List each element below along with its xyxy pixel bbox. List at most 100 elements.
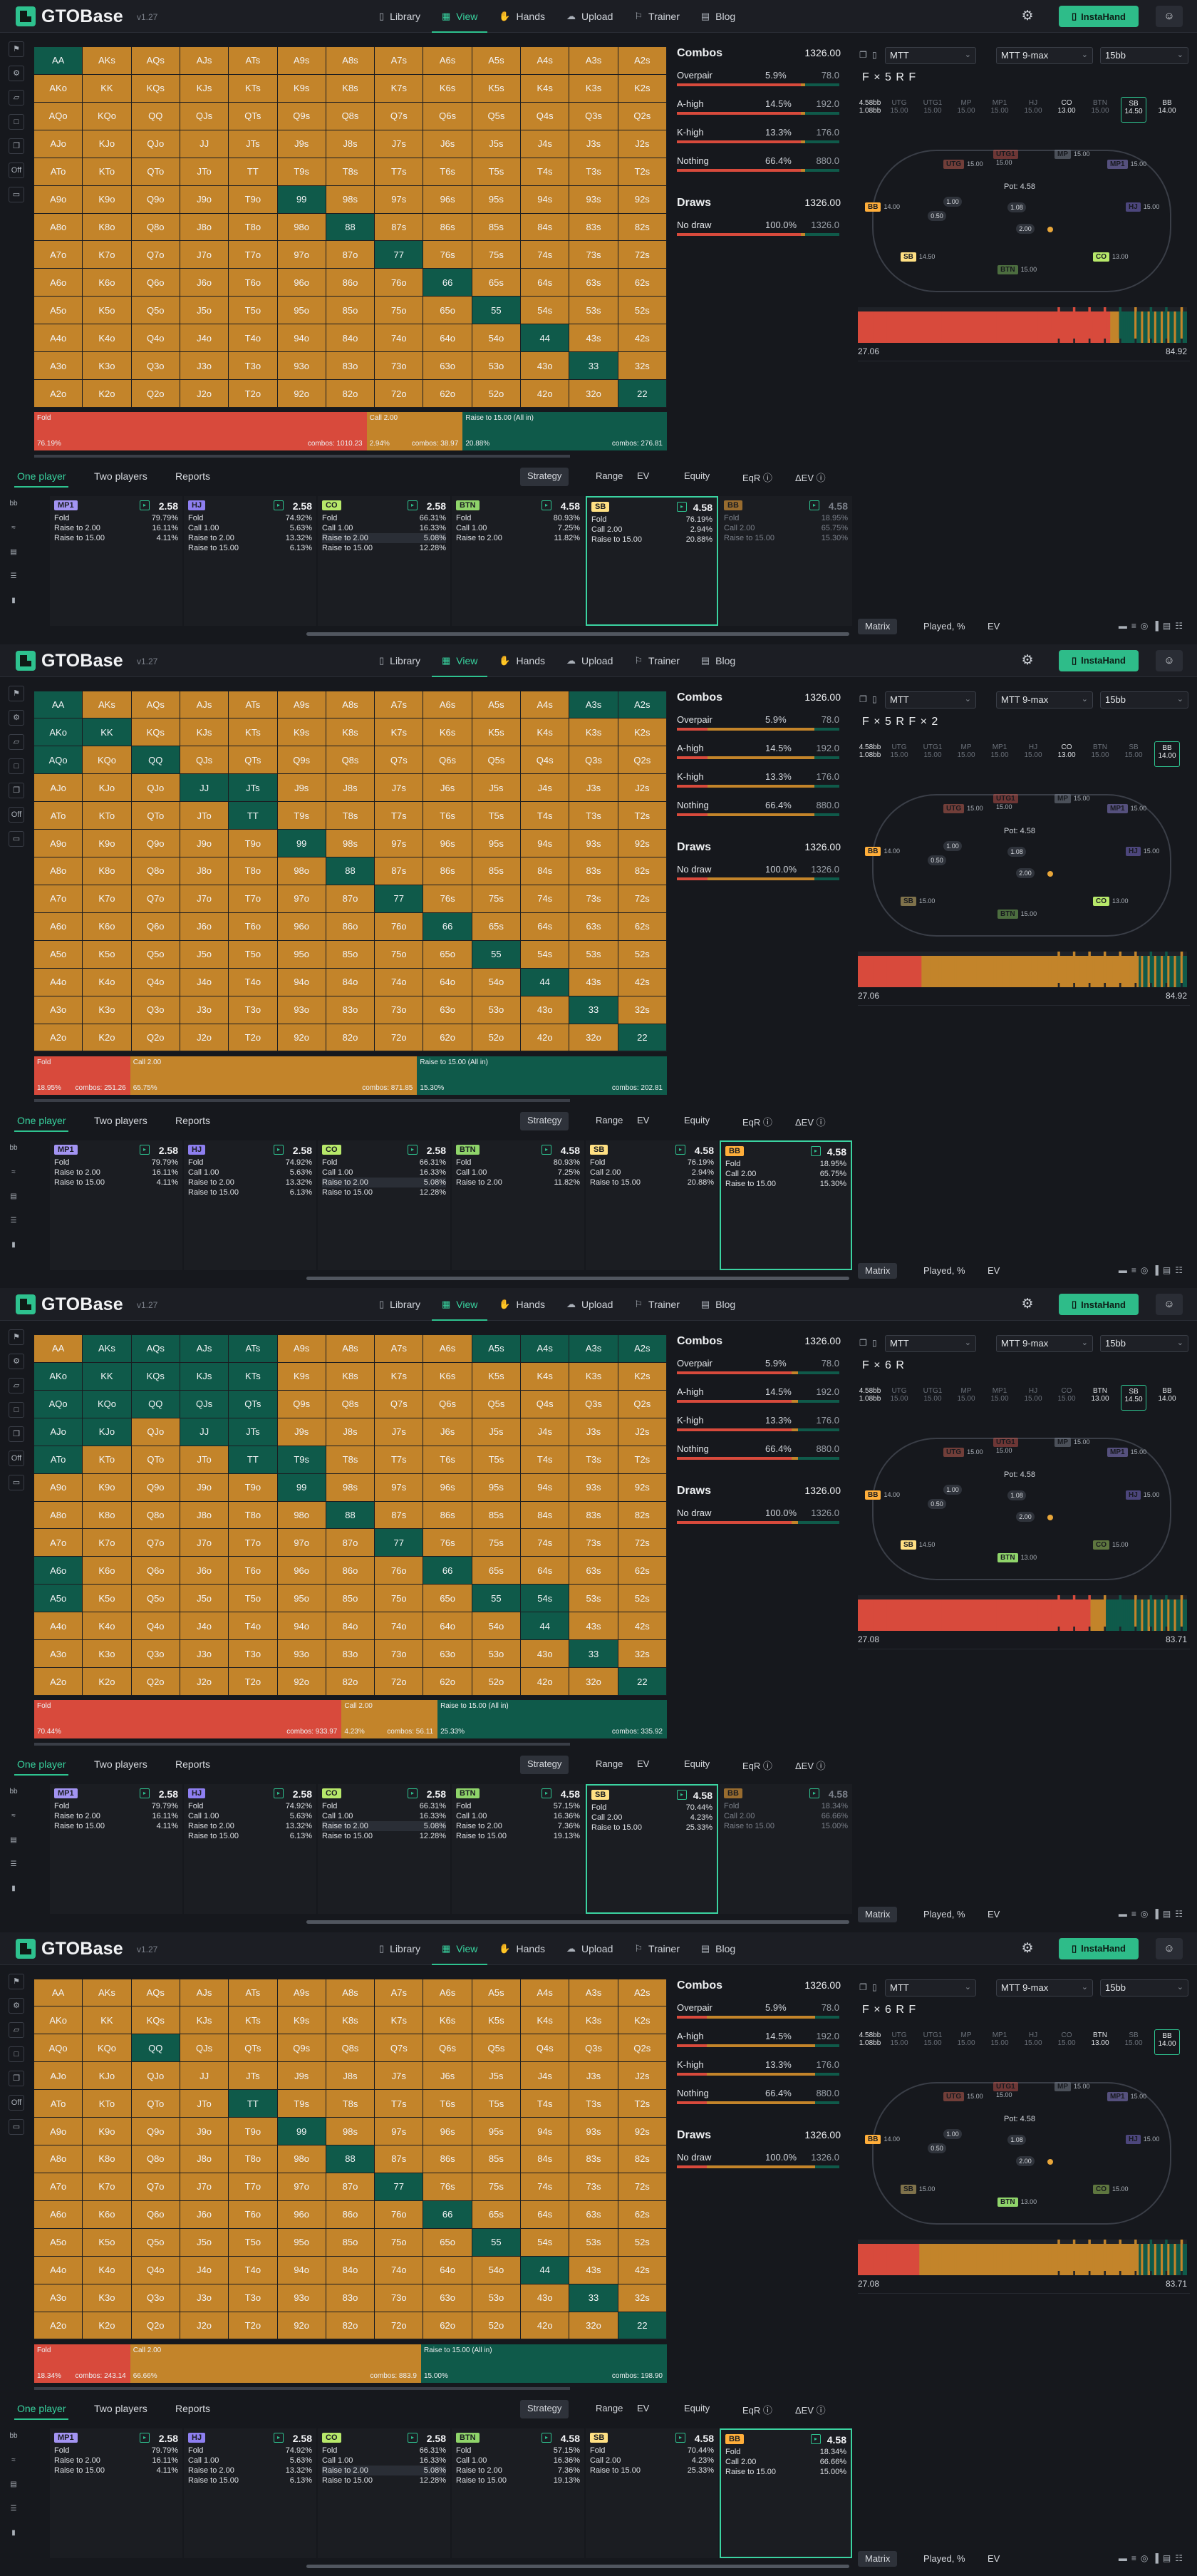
hand-cell[interactable]: 97s (375, 185, 424, 214)
hand-cell[interactable]: Q8o (131, 213, 180, 242)
action-row[interactable]: Raise to 2.00 13.32% (188, 2466, 312, 2475)
hand-cell[interactable]: A7o (34, 2173, 83, 2201)
menu-icon[interactable]: ☰ (10, 1860, 17, 1868)
hand-cell[interactable]: AKo (34, 74, 83, 103)
hand-cell[interactable]: KJs (180, 718, 229, 747)
hand-cell[interactable]: K8o (83, 213, 132, 242)
hand-cell[interactable]: K7o (83, 1529, 132, 1557)
legend-scroll-track[interactable] (34, 1743, 570, 1746)
hand-cell[interactable]: AQs (131, 1979, 180, 2007)
hand-cell[interactable]: 42o (521, 2312, 570, 2340)
hand-cell[interactable]: 32o (569, 1024, 618, 1052)
draw-row[interactable]: No draw 100.0% 1326.0 (677, 1505, 841, 1533)
hand-cell[interactable]: 93o (277, 996, 326, 1024)
hand-cell[interactable]: AA (34, 1979, 83, 2007)
expand-icon[interactable]: ▸ (542, 1144, 551, 1155)
nav-item-trainer[interactable]: ⚐ Trainer (634, 644, 679, 677)
hand-cell[interactable]: ATs (229, 1335, 278, 1363)
hand-cell[interactable]: Q4s (521, 746, 570, 775)
nav-item-hands[interactable]: ✋ Hands (499, 0, 545, 33)
hand-cell[interactable]: Q6o (131, 1557, 180, 1585)
action-row[interactable]: Raise to 15.00 6.13% (188, 1187, 312, 1197)
expand-icon[interactable]: ▸ (274, 500, 284, 510)
seat-btn[interactable]: BTN 15.00 (998, 265, 1039, 285)
hand-cell[interactable]: AA (34, 47, 83, 75)
hand-cell[interactable]: K8s (326, 1362, 375, 1391)
hand-cell[interactable]: QJo (131, 774, 180, 803)
hand-cell[interactable]: J8s (326, 1418, 375, 1446)
seat-sb[interactable]: SB 14.50 (901, 252, 942, 272)
hand-cell[interactable]: 95o (277, 940, 326, 969)
hand-cell[interactable]: 84o (326, 2256, 375, 2284)
seat-hj[interactable]: HJ 15.00 (1126, 202, 1167, 222)
action-row[interactable]: Raise to 15.00 15.00% (724, 1821, 848, 1831)
tab-one-player[interactable]: One player (14, 1114, 70, 1132)
hand-cell[interactable]: T6o (229, 2200, 278, 2229)
horizontal-scrollbar[interactable] (306, 1920, 849, 1924)
hand-cell[interactable]: AJs (180, 1335, 229, 1363)
hand-cell[interactable]: A4o (34, 1612, 83, 1641)
hand-cell[interactable]: A3o (34, 352, 83, 381)
nav-item-view[interactable]: ▦ View (431, 1288, 488, 1321)
hand-cell[interactable]: T4s (521, 158, 570, 186)
settings-icon[interactable]: ⚙ (9, 1997, 24, 2014)
hand-cell[interactable]: A6s (423, 691, 472, 719)
hand-cell[interactable]: 92o (277, 2312, 326, 2340)
view-icons[interactable]: ▬≡◎▐▤☷ (1118, 1264, 1187, 1275)
nav-item-upload[interactable]: ☁ Upload (566, 1932, 613, 1965)
hand-cell[interactable]: J4s (521, 774, 570, 803)
stack-select[interactable]: 15bb ⌄ (1100, 1979, 1188, 1997)
hand-cell[interactable]: 53s (569, 940, 618, 969)
mode-ev[interactable]: ΔEV ⓘ (795, 1116, 826, 1128)
hand-cell[interactable]: A2o (34, 380, 83, 408)
action-row[interactable]: Raise to 15.00 19.13% (456, 2475, 580, 2485)
hand-cell[interactable]: K9s (277, 718, 326, 747)
hand-cell[interactable]: T5s (472, 1446, 522, 1474)
hand-cell[interactable]: T4o (229, 324, 278, 353)
hand-cell[interactable]: Q4s (521, 1390, 570, 1418)
expand-icon[interactable]: ▸ (140, 500, 150, 510)
hand-cell[interactable]: KTs (229, 2006, 278, 2035)
hand-cell[interactable]: AKs (83, 691, 132, 719)
hand-cell[interactable]: K4s (521, 1362, 570, 1391)
hand-cell[interactable]: 86o (326, 1557, 375, 1585)
table-select[interactable]: MTT 9-max ⌄ (996, 691, 1093, 709)
action-row[interactable]: Fold 79.79% (54, 1158, 178, 1168)
hand-cell[interactable]: KTo (83, 1446, 132, 1474)
hand-cell[interactable]: QJs (180, 102, 229, 130)
hand-cell[interactable]: Q5o (131, 1585, 180, 1613)
hand-cell[interactable]: AJo (34, 1418, 83, 1446)
hand-cell[interactable]: A5s (472, 1979, 522, 2007)
hand-cell[interactable]: A6s (423, 1335, 472, 1363)
hand-cell[interactable]: Q9s (277, 746, 326, 775)
action-row[interactable]: Fold 70.44% (590, 2446, 714, 2456)
hand-cell[interactable]: 88 (326, 213, 375, 242)
mode-strategy[interactable]: Strategy (520, 1111, 569, 1130)
hand-cell[interactable]: K8s (326, 74, 375, 103)
seat-btn[interactable]: BTN 15.00 (998, 909, 1039, 929)
combo-row[interactable]: Overpair 5.9% 78.0 (677, 67, 841, 96)
hand-cell[interactable]: 43o (521, 2284, 570, 2312)
hand-cell[interactable]: Q3o (131, 996, 180, 1024)
hand-cell[interactable]: 55 (472, 2228, 522, 2257)
action-row[interactable]: Raise to 15.00 6.13% (188, 543, 312, 553)
tab-reports[interactable]: Reports (175, 1114, 211, 1126)
hand-cell[interactable]: T8o (229, 1501, 278, 1530)
action-sequence[interactable]: F × 6 R F (862, 2003, 917, 2016)
hand-cell[interactable]: K2s (618, 74, 667, 103)
combo-row[interactable]: A-high 14.5% 192.0 (677, 2028, 841, 2056)
expand-icon[interactable]: ▸ (408, 500, 418, 510)
expand-icon[interactable]: ▸ (811, 1145, 821, 1156)
hand-cell[interactable]: Q8s (326, 102, 375, 130)
nav-item-upload[interactable]: ☁ Upload (566, 0, 613, 33)
hand-cell[interactable]: JTs (229, 130, 278, 158)
stack-co[interactable]: CO 13.00 (1054, 741, 1079, 767)
stack-hj[interactable]: HJ 15.00 (1020, 741, 1046, 767)
hand-cell[interactable]: 97s (375, 2118, 424, 2146)
hand-cell[interactable]: J2o (180, 1668, 229, 1696)
hand-cell[interactable]: 52o (472, 380, 522, 408)
hand-cell[interactable]: 96s (423, 2118, 472, 2146)
hand-cell[interactable]: 97s (375, 830, 424, 858)
hand-cell[interactable]: 93s (569, 830, 618, 858)
hand-cell[interactable]: K6o (83, 269, 132, 297)
